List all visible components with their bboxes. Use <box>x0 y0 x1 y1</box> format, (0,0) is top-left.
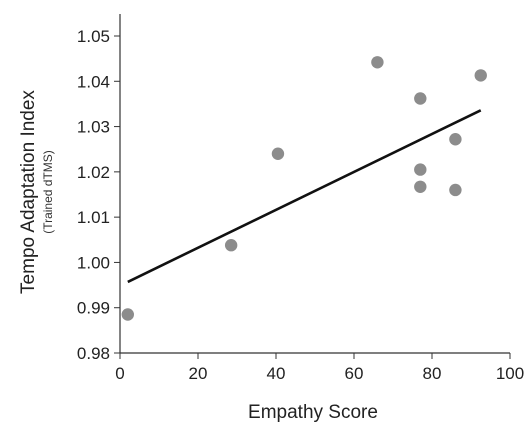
trend-line <box>127 109 482 284</box>
y-axis-title: Tempo Adaptation Index <box>18 90 39 294</box>
y-axis-subtitle: (Trained dTMS) <box>41 150 55 234</box>
data-point <box>449 133 462 146</box>
y-tick-label: 0.98 <box>77 344 110 363</box>
data-point <box>414 180 427 194</box>
x-tick-label: 100 <box>496 364 524 383</box>
x-tick-label: 0 <box>115 364 124 383</box>
x-axis-ticks: 0 20 40 60 80 100 <box>115 353 524 383</box>
y-tick-label: 1.01 <box>77 208 110 227</box>
x-tick-label: 60 <box>345 364 364 383</box>
data-point <box>449 183 462 197</box>
y-axis-ticks: 0.98 0.99 1.00 1.01 1.02 1.03 1.04 1.05 <box>77 27 120 363</box>
y-tick-label: 1.00 <box>77 253 110 272</box>
y-tick-label: 1.05 <box>77 27 110 46</box>
data-point <box>224 239 238 252</box>
x-axis-title: Empathy Score <box>248 402 378 423</box>
data-point <box>371 56 384 69</box>
data-point <box>271 147 285 160</box>
data-points <box>121 56 487 321</box>
x-tick-label: 80 <box>423 364 442 383</box>
data-point <box>414 163 427 176</box>
data-point <box>121 308 134 321</box>
y-tick-label: 0.99 <box>77 299 110 318</box>
x-tick-label: 40 <box>267 364 286 383</box>
data-point <box>414 92 427 105</box>
x-tick-label: 20 <box>189 364 208 383</box>
y-tick-label: 1.03 <box>77 118 110 137</box>
data-point <box>474 69 487 82</box>
y-tick-label: 1.02 <box>77 163 110 182</box>
y-tick-label: 1.04 <box>77 72 110 91</box>
